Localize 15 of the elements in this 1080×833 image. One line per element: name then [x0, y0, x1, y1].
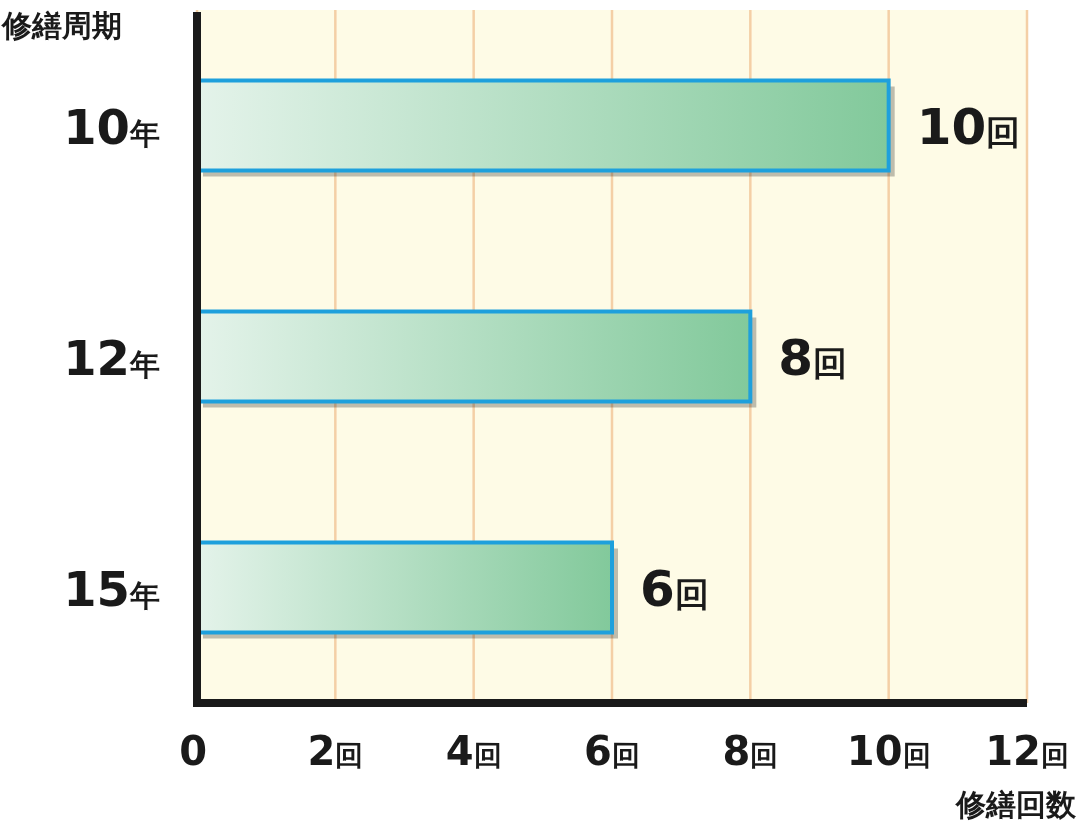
y-tick-label: 12年 [63, 329, 160, 386]
data-label: 6回 [640, 559, 709, 618]
x-axis-title: 修繕回数 [955, 787, 1077, 822]
y-tick-label: 15年 [63, 560, 160, 617]
x-tick-label: 12回 [985, 728, 1069, 774]
x-tick-label: 10回 [846, 728, 931, 774]
x-tick-label: 6回 [584, 728, 640, 774]
y-tick-label: 10年 [63, 98, 160, 155]
y-axis-title: 修繕周期 [1, 8, 122, 43]
x-tick-label: 2回 [307, 728, 364, 774]
x-tick-label: 8回 [722, 728, 779, 774]
x-tick-label: 0 [179, 728, 207, 774]
x-tick-label: 4回 [445, 728, 502, 774]
data-label: 8回 [778, 328, 848, 387]
data-label: 10回 [916, 97, 1021, 156]
